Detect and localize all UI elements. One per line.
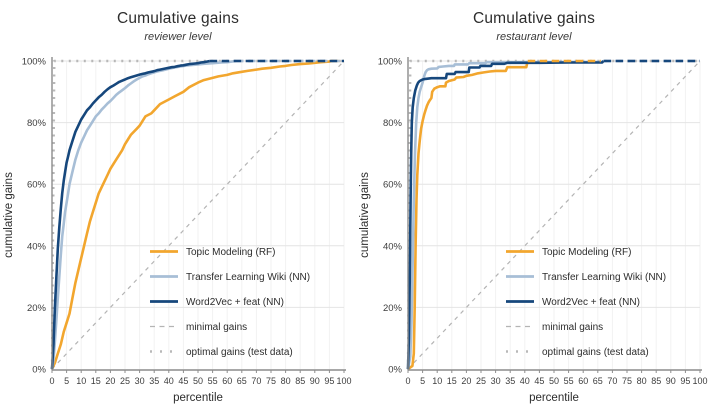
y-tick-label: 20% <box>383 303 403 314</box>
series-line-minimal-gains <box>407 60 701 370</box>
legend-item-minimal-gains: minimal gains <box>150 322 247 333</box>
y-tick-label: 0% <box>32 365 46 376</box>
x-tick-label: 35 <box>149 376 159 386</box>
y-tick-label: 40% <box>383 241 403 252</box>
legend-label: Word2Vec + feat (NN) <box>542 297 640 308</box>
legend-item-word2vec-feat-nn: Word2Vec + feat (NN) <box>506 297 640 308</box>
legend-item-optimal-gains-test-data: optimal gains (test data) <box>506 347 649 358</box>
x-tick-label: 80 <box>281 376 291 386</box>
x-tick-label: 45 <box>534 376 544 386</box>
chart-title: Cumulative gains <box>116 10 240 27</box>
x-tick-label: 100 <box>336 376 351 386</box>
x-tick-label: 25 <box>120 376 130 386</box>
x-tick-label: 55 <box>208 376 218 386</box>
legend-label: Topic Modeling (RF) <box>542 247 631 258</box>
chart-panel-reviewer-level: Cumulative gains reviewer level 0 5 10 15 20… <box>0 0 356 418</box>
legend-item-transfer-learning-wiki-nn: Transfer Learning Wiki (NN) <box>150 272 310 283</box>
x-tick-label: 30 <box>491 376 501 386</box>
x-axis-title: percentile <box>529 392 579 404</box>
x-tick-label: 0 <box>405 376 410 386</box>
x-tick-label: 60 <box>578 376 588 386</box>
series-line-topic-modeling-rf <box>50 59 332 370</box>
x-tick-label: 40 <box>520 376 530 386</box>
x-tick-label: 75 <box>266 376 276 386</box>
x-tick-label: 20 <box>461 376 471 386</box>
x-tick-label: 75 <box>622 376 632 386</box>
chart-subtitle: restaurant level <box>496 31 572 43</box>
series-line-topic-modeling-rf <box>407 60 529 371</box>
x-tick-label: 55 <box>564 376 574 386</box>
legend-item-word2vec-feat-nn: Word2Vec + feat (NN) <box>150 297 284 308</box>
x-tick-label: 30 <box>135 376 145 386</box>
chart-subtitle: reviewer level <box>144 31 212 43</box>
y-tick-label: 100% <box>22 57 47 68</box>
y-tick-label: 100% <box>378 57 403 68</box>
x-tick-label: 90 <box>310 376 320 386</box>
x-tick-label: 5 <box>64 376 69 386</box>
series-line-word2vec-feat-nn <box>406 60 605 370</box>
series-line-optimal-gains-test-data <box>50 59 344 370</box>
legend-label: minimal gains <box>542 322 603 333</box>
x-tick-label: 65 <box>593 376 603 386</box>
x-tick-label: 85 <box>295 376 305 386</box>
legend-item-topic-modeling-rf: Topic Modeling (RF) <box>150 247 275 258</box>
x-axis-title: percentile <box>173 392 223 404</box>
cumulative-gains-plot-restaurant: 0 5 10 15 20 25 30 35 40 45 50 55 60 65 70 75 80 85 90 95 10… <box>359 57 708 405</box>
x-tick-label: 10 <box>76 376 86 386</box>
x-tick-label: 70 <box>607 376 617 386</box>
x-tick-label: 95 <box>680 376 690 386</box>
chart-panel-restaurant-level: Cumulative gains restaurant level 0 5 10 15… <box>356 0 712 418</box>
x-tick-label: 95 <box>324 376 334 386</box>
y-tick-label: 80% <box>27 118 47 129</box>
legend-label: Transfer Learning Wiki (NN) <box>542 272 666 283</box>
x-tick-label: 0 <box>49 376 54 386</box>
x-tick-label: 15 <box>91 376 101 386</box>
x-tick-label: 10 <box>432 376 442 386</box>
chart-title: Cumulative gains <box>472 10 596 27</box>
x-tick-label: 35 <box>505 376 515 386</box>
legend-label: Transfer Learning Wiki (NN) <box>186 272 310 283</box>
y-tick-label: 20% <box>27 303 47 314</box>
x-tick-label: 5 <box>420 376 425 386</box>
x-tick-label: 45 <box>178 376 188 386</box>
x-tick-label: 85 <box>651 376 661 386</box>
x-tick-label: 50 <box>193 376 203 386</box>
legend-item-topic-modeling-rf: Topic Modeling (RF) <box>506 247 631 258</box>
legend-item-minimal-gains: minimal gains <box>506 322 603 333</box>
legend-label: Topic Modeling (RF) <box>186 247 275 258</box>
y-tick-label: 60% <box>383 180 403 191</box>
series-line-minimal-gains <box>51 60 345 370</box>
y-axis-title: cumulative gains <box>359 172 371 258</box>
legend-label: minimal gains <box>186 322 247 333</box>
legend-label: Word2Vec + feat (NN) <box>186 297 284 308</box>
x-tick-label: 90 <box>666 376 676 386</box>
y-tick-label: 80% <box>383 118 403 129</box>
x-tick-label: 15 <box>447 376 457 386</box>
legend-label: optimal gains (test data) <box>542 347 649 358</box>
series-line-word2vec-feat-nn <box>50 59 210 370</box>
x-tick-label: 50 <box>549 376 559 386</box>
y-tick-label: 40% <box>27 241 47 252</box>
legend-item-transfer-learning-wiki-nn: Transfer Learning Wiki (NN) <box>506 272 666 283</box>
legend-item-optimal-gains-test-data: optimal gains (test data) <box>150 347 293 358</box>
x-tick-label: 70 <box>251 376 261 386</box>
x-tick-label: 100 <box>692 376 707 386</box>
x-tick-label: 65 <box>237 376 247 386</box>
cumulative-gains-plot-reviewer: 0 5 10 15 20 25 30 35 40 45 50 55 60 65 70 75 80 85 90 95 10… <box>3 57 352 405</box>
x-tick-label: 20 <box>105 376 115 386</box>
series-line-transfer-learning-wiki-nn <box>406 59 605 370</box>
x-tick-label: 80 <box>637 376 647 386</box>
y-tick-label: 0% <box>388 365 402 376</box>
legend-label: optimal gains (test data) <box>186 347 293 358</box>
x-tick-label: 40 <box>164 376 174 386</box>
y-axis-title: cumulative gains <box>3 172 15 258</box>
x-tick-label: 25 <box>476 376 486 386</box>
x-tick-label: 60 <box>222 376 232 386</box>
series-line-optimal-gains-test-data <box>406 59 700 370</box>
y-tick-label: 60% <box>27 180 47 191</box>
